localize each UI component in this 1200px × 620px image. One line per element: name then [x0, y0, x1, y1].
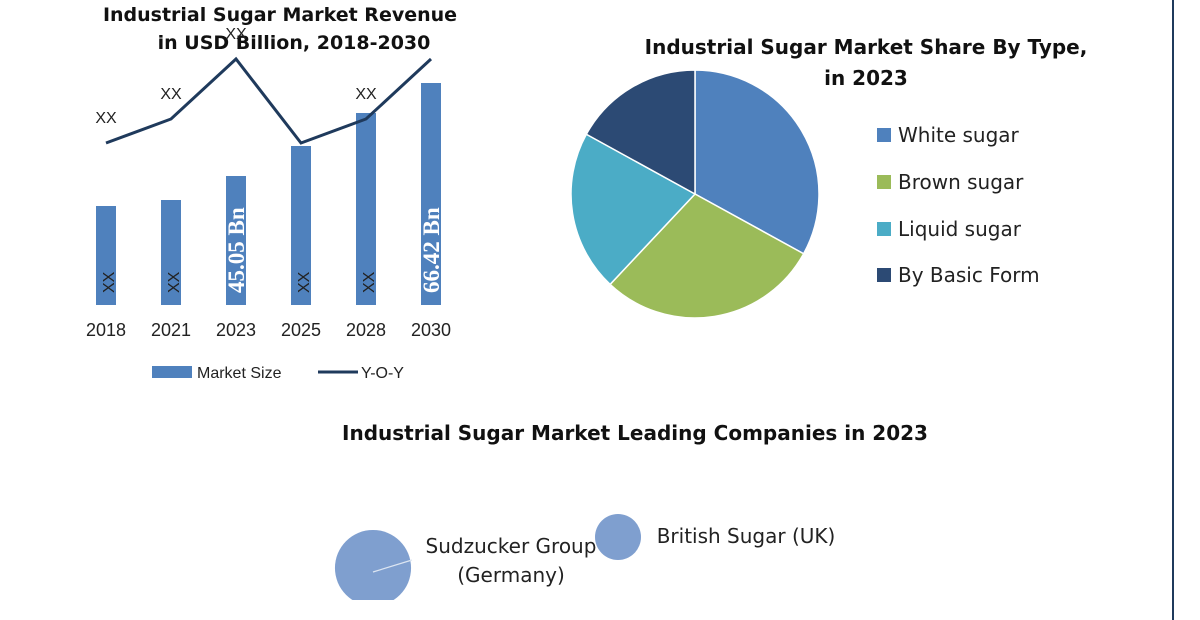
bar-label-2023: 45.05 Bn: [224, 207, 249, 293]
x-tick-2028: 2028: [346, 320, 386, 340]
pie-slice-brown-sugar: [609, 193, 805, 319]
bar-2021: [161, 200, 181, 305]
yoy-label-2023: XX: [225, 26, 247, 43]
bar-2030: [421, 83, 441, 305]
pie-legend-label-by-basic-form: By Basic Form: [898, 263, 1040, 287]
infographic-canvas: Industrial Sugar Market Revenue in USD B…: [86, 4, 1088, 600]
yoy-label-2021: XX: [160, 86, 182, 103]
bar-chart: XX 2018 XX 2021 45.05 Bn 2023 XX 2025 XX 2028 66.4…: [86, 26, 451, 382]
pie-legend-label-white-sugar: White sugar: [898, 123, 1020, 147]
company-bubble-2: [595, 514, 641, 560]
pie-chart-title-line-1: Industrial Sugar Market Share By Type,: [645, 35, 1088, 59]
bar-label-2021: XX: [166, 271, 183, 293]
bar-label-2030: 66.42 Bn: [419, 207, 444, 293]
yoy-label-2018: XX: [95, 110, 117, 127]
bar-label-2025: XX: [296, 271, 313, 293]
pie-chart-title-line-2: in 2023: [824, 66, 908, 90]
bar-chart-title-line-2: in USD Billion, 2018-2030: [158, 32, 431, 54]
company-label-2-line-1: British Sugar (UK): [657, 524, 836, 548]
legend-market-size-label: Market Size: [197, 365, 282, 382]
pie-legend-label-liquid-sugar: Liquid sugar: [898, 217, 1022, 241]
pie-slice-white-sugar: [694, 69, 820, 255]
x-tick-2018: 2018: [86, 320, 126, 340]
pie-legend-label-brown-sugar: Brown sugar: [898, 170, 1024, 194]
company-label-1-line-1: Sudzucker Group: [426, 534, 597, 558]
x-tick-2030: 2030: [411, 320, 451, 340]
yoy-line: [105, 56, 433, 145]
bar-2028: [356, 113, 376, 305]
infographic-frame: [1172, 0, 1174, 620]
companies-title: Industrial Sugar Market Leading Companie…: [342, 421, 928, 445]
yoy-label-2028: XX: [355, 86, 377, 103]
bar-2023: [226, 176, 246, 305]
companies-bubble-chart: Sudzucker Group (Germany) British Sugar (U…: [334, 514, 836, 600]
pie-legend-swatch-brown-sugar: [877, 175, 891, 189]
company-bubble-1: [334, 529, 412, 600]
company-pointer-1: [372, 559, 413, 573]
pie-slice-liquid-sugar: [570, 133, 697, 286]
x-tick-2023: 2023: [216, 320, 256, 340]
company-label-1-line-2: (Germany): [457, 563, 565, 587]
bar-2018: [96, 206, 116, 305]
bar-2025: [291, 146, 311, 305]
x-tick-2021: 2021: [151, 320, 191, 340]
legend-yoy-label: Y-O-Y: [361, 365, 404, 382]
pie-chart: White sugar Brown sugar Liquid sugar By Bas…: [570, 69, 1040, 319]
pie-legend-swatch-white-sugar: [877, 128, 891, 142]
pie-legend-swatch-by-basic-form: [877, 268, 891, 282]
legend-market-size-swatch: [152, 366, 192, 378]
pie-legend-swatch-liquid-sugar: [877, 222, 891, 236]
bar-label-2018: XX: [101, 271, 118, 293]
bar-label-2028: XX: [361, 271, 378, 293]
pie-slice-by-basic-form: [585, 69, 696, 196]
bar-chart-title-line-1: Industrial Sugar Market Revenue: [103, 4, 457, 26]
x-tick-2025: 2025: [281, 320, 321, 340]
